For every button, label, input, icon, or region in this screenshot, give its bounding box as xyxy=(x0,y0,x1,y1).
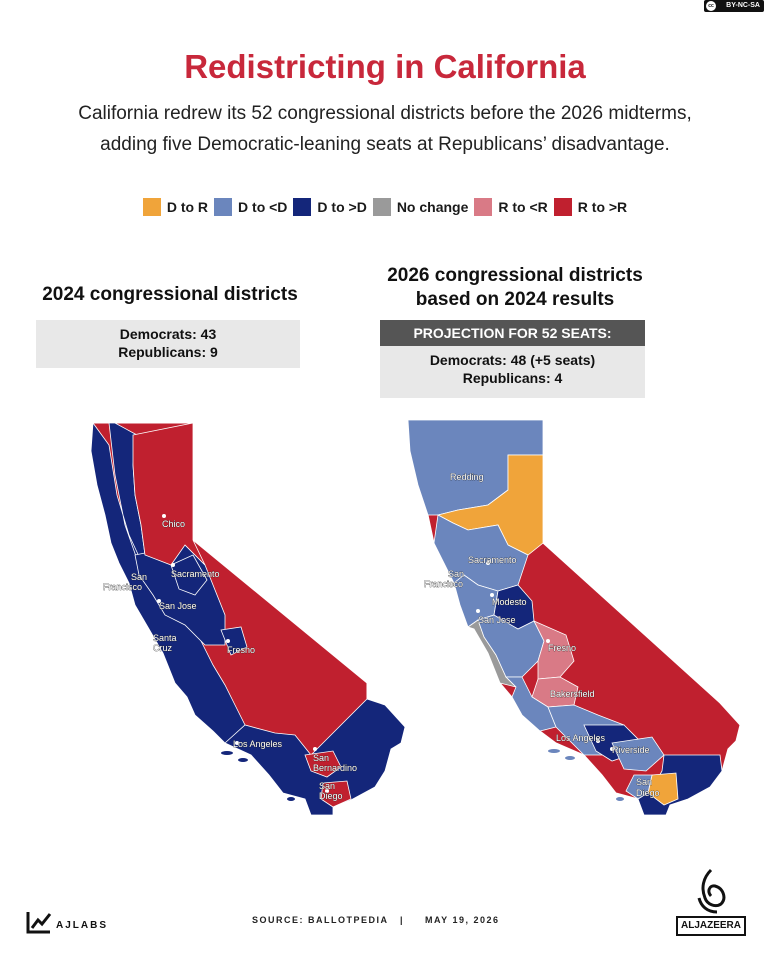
city-dot-san-jose xyxy=(476,609,480,613)
legend-swatch xyxy=(214,198,233,216)
district-riverside xyxy=(611,736,665,772)
district-north-interior xyxy=(132,422,206,566)
brand-text: AJLABS xyxy=(56,920,108,931)
city-label-bakersfield: Bakersfield xyxy=(550,689,595,699)
right-heading-line-2: based on 2024 results xyxy=(415,289,615,310)
district-san-diego-light-blue xyxy=(625,774,653,800)
city-label-chico: Chico xyxy=(162,519,185,529)
channel-island xyxy=(238,758,248,762)
footer-divider: | xyxy=(400,915,405,925)
legend-label: D to R xyxy=(166,199,209,215)
district-san-diego-north xyxy=(320,780,352,808)
channel-island xyxy=(616,797,624,801)
chart-icon xyxy=(26,912,50,934)
city-label-riverside: Riverside xyxy=(612,745,650,755)
license-badge: cc BY-NC-SA xyxy=(704,0,764,12)
city-label-redding: Redding xyxy=(450,472,484,482)
map-2026: Redding Sacramento San Francisco Modesto… xyxy=(407,419,741,816)
legend-label: D to >D xyxy=(317,199,367,215)
left-republicans-count: Republicans: 9 xyxy=(118,344,218,360)
legend-item-r-to-lt-r: R to <R xyxy=(474,198,548,216)
map-2024: Chico Sacramento San Francisco San Jose … xyxy=(90,422,406,816)
city-label-diego: Diego xyxy=(636,788,660,798)
legend-item-r-to-gt-r: R to >R xyxy=(553,198,628,216)
page-title: Redistricting in California xyxy=(184,48,586,85)
district-fresno xyxy=(220,626,248,656)
city-label-fresno: Fresno xyxy=(548,643,576,653)
cc-icon: cc xyxy=(706,1,716,11)
legend-label: No change xyxy=(396,199,469,215)
legend-item-no-change: No change xyxy=(372,198,469,216)
city-label-fresno: Fresno xyxy=(227,645,255,655)
district-sacramento xyxy=(170,554,208,596)
right-democrats-count: Democrats: 48 (+5 seats) xyxy=(429,352,596,368)
right-heading-line-1: 2026 congressional districts xyxy=(387,265,643,286)
city-dot-san-bernardino xyxy=(313,747,317,751)
legend-label: R to <R xyxy=(498,199,548,215)
right-panel-heading: 2026 congressional districts based on 20… xyxy=(360,264,670,312)
city-label-los-angeles: Los Angeles xyxy=(233,739,283,749)
city-dot-san-diego xyxy=(325,789,329,793)
channel-island xyxy=(548,749,560,753)
legend-item-d-to-gt-d: D to >D xyxy=(293,198,367,216)
city-dot-fresno xyxy=(546,639,550,643)
city-dot-chico xyxy=(162,514,166,518)
subtitle-line-2: adding five Democratic-leaning seats at … xyxy=(100,134,670,155)
legend-label: R to >R xyxy=(577,199,628,215)
date-text: MAY 19, 2026 xyxy=(425,915,500,925)
city-label-cruz: Cruz xyxy=(153,643,173,653)
aljazeera-logo-icon xyxy=(697,868,726,914)
legend-swatch xyxy=(142,198,161,216)
legend-swatch xyxy=(474,198,493,216)
left-democrats-count: Democrats: 43 xyxy=(119,326,217,342)
city-label-santa: Santa xyxy=(153,633,177,643)
ajlabs-logo: AJLABS xyxy=(26,912,108,934)
left-seat-summary: Democrats: 43 Republicans: 9 xyxy=(36,320,300,368)
district-san-bernardino xyxy=(304,750,342,778)
city-label-san-2: San xyxy=(313,753,329,763)
city-dot-san-jose xyxy=(157,599,161,603)
city-label-san-2: San xyxy=(636,777,652,787)
channel-island xyxy=(287,797,295,801)
legend-swatch xyxy=(553,198,572,216)
left-panel-heading: 2024 congressional districts xyxy=(42,284,298,305)
city-label-san: San xyxy=(448,569,464,579)
aljazeera-wordmark: ALJAZEERA xyxy=(676,916,746,936)
city-label-sacramento: Sacramento xyxy=(171,569,220,579)
city-label-san-3: San xyxy=(319,781,335,791)
legend-swatch xyxy=(372,198,391,216)
city-dot-los-angeles xyxy=(235,741,239,745)
city-label-diego: Diego xyxy=(319,791,343,801)
right-republicans-count: Republicans: 4 xyxy=(462,370,563,386)
district-central-coast xyxy=(505,676,557,732)
license-text: BY-NC-SA xyxy=(726,2,760,9)
subtitle-line-1: California redrew its 52 congressional d… xyxy=(78,103,692,124)
city-label-los-angeles: Los Angeles xyxy=(556,733,606,743)
city-dot-sacramento xyxy=(486,561,490,565)
city-label-san-jose: San Jose xyxy=(159,601,197,611)
city-label-modesto: Modesto xyxy=(492,597,527,607)
city-label-sacramento: Sacramento xyxy=(468,555,517,565)
city-dot-los-angeles xyxy=(596,739,600,743)
source-text: SOURCE: BALLOTPEDIA xyxy=(252,915,389,925)
channel-island xyxy=(565,756,575,760)
city-label-bernardino: Bernardino xyxy=(313,763,357,773)
legend-label: D to <D xyxy=(238,199,288,215)
city-label-francisco: Francisco xyxy=(424,579,463,589)
projection-label: PROJECTION FOR 52 SEATS: xyxy=(380,320,645,346)
legend-item-d-to-r: D to R xyxy=(142,198,209,216)
city-dot-modesto xyxy=(490,593,494,597)
map-legend: D to R D to <D D to >D No change R to <R… xyxy=(0,198,770,216)
legend-item-d-to-lt-d: D to <D xyxy=(214,198,287,216)
city-dot-riverside xyxy=(610,747,614,751)
city-label-san-jose: San Jose xyxy=(478,615,516,625)
city-label-san: San xyxy=(131,572,147,582)
channel-island xyxy=(221,751,233,755)
city-dot-fresno xyxy=(226,639,230,643)
right-seat-summary: PROJECTION FOR 52 SEATS: Democrats: 48 (… xyxy=(380,320,645,398)
city-dot-sacramento xyxy=(171,563,175,567)
legend-swatch xyxy=(293,198,312,216)
city-label-francisco: Francisco xyxy=(103,582,142,592)
